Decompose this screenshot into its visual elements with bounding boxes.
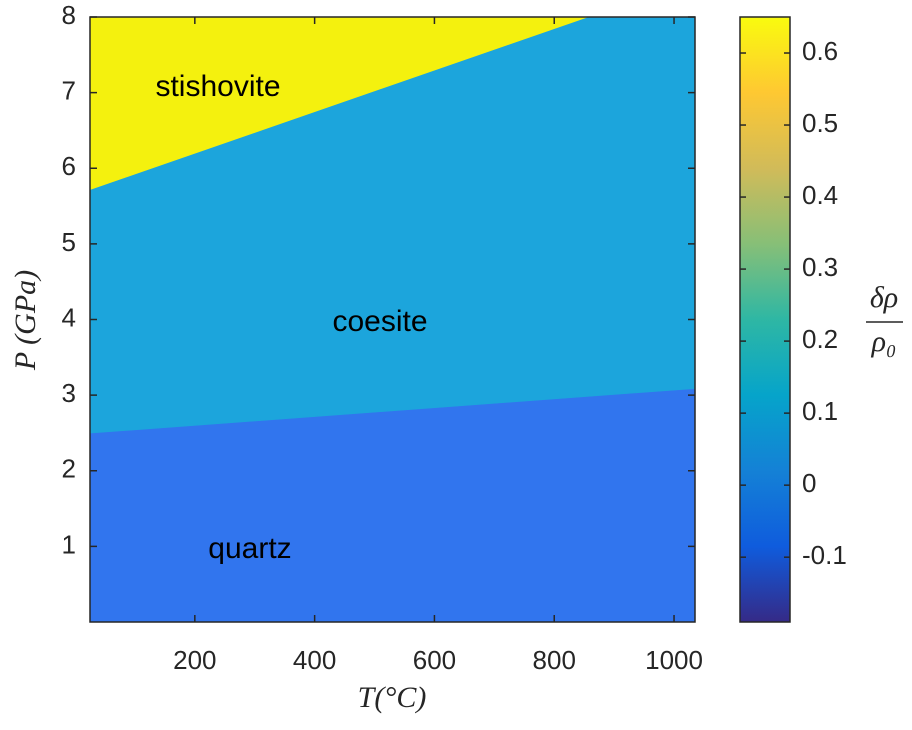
y-tick-label: 3 [62, 378, 76, 408]
x-tick-label: 800 [533, 645, 576, 675]
phase-boundary [89, 16, 588, 190]
x-tick-label: 600 [413, 645, 456, 675]
region-label: stishovite [155, 70, 280, 103]
y-tick-label: 1 [62, 529, 76, 559]
x-tick-label: 1000 [645, 645, 703, 675]
y-tick-label: 6 [62, 151, 76, 181]
y-axis-label: P (GPa) [9, 270, 42, 371]
y-tick-label: 2 [62, 454, 76, 484]
colorbar-tick-label: 0.1 [802, 396, 838, 426]
colorbar-tick-label: 0.6 [802, 36, 838, 66]
phase-boundary [89, 387, 696, 434]
colorbar-tick-label: 0.4 [802, 180, 838, 210]
colorbar-tick-label: 0.3 [802, 252, 838, 282]
colorbar-label: δρ [870, 281, 898, 314]
region-label: quartz [208, 532, 291, 565]
colorbar [739, 16, 791, 623]
y-tick-label: 7 [62, 76, 76, 106]
region-label: coesite [332, 305, 427, 338]
y-tick-label: 5 [62, 227, 76, 257]
x-tick-label: 400 [293, 645, 336, 675]
colorbar-tick-label: 0.2 [802, 324, 838, 354]
colorbar-tick-label: 0 [802, 468, 816, 498]
colorbar-tick-label: 0.5 [802, 108, 838, 138]
x-tick-label: 200 [173, 645, 216, 675]
colorbar-tick-label: -0.1 [802, 540, 847, 570]
x-axis-label: T(°C) [358, 681, 427, 714]
y-tick-label: 4 [62, 302, 76, 332]
y-tick-label: 8 [62, 0, 76, 30]
colorbar-label: ρ₀ [871, 325, 897, 358]
